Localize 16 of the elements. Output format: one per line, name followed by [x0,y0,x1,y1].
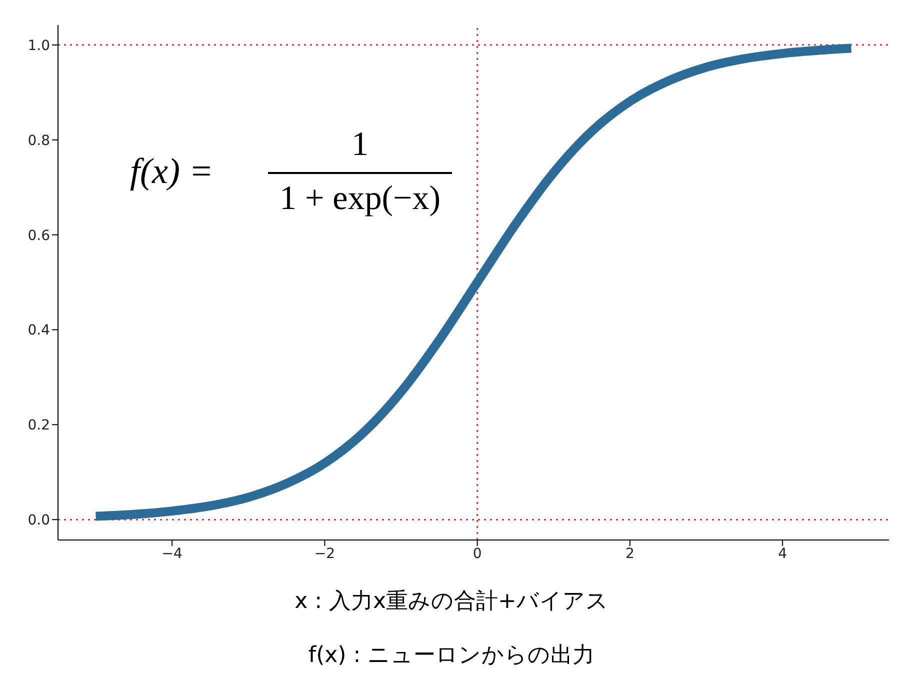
x-tick-label: −4 [162,546,182,562]
x-tick-label: 0 [472,546,482,562]
text: x : 入力x重みの合計+バイアス [294,588,610,616]
y-tick-label: 0.0 [28,512,50,529]
x-tick-label: 2 [625,546,634,562]
y-tick-label: 0.4 [28,322,50,339]
annotation: 1 + exp(−x) [278,180,442,218]
y-tick-label: 0.8 [28,132,50,149]
annotation: f(x) = [130,150,214,192]
y-tick-label: 1.0 [28,38,50,54]
annotation: 1 [350,126,370,164]
x-tick-label: 4 [778,546,788,562]
y-tick-label: 0.6 [28,228,50,244]
y-tick-label: 0.2 [28,418,50,434]
text: f(x) : ニューロンからの出力 [307,642,596,670]
x-tick-label: −2 [314,546,336,562]
